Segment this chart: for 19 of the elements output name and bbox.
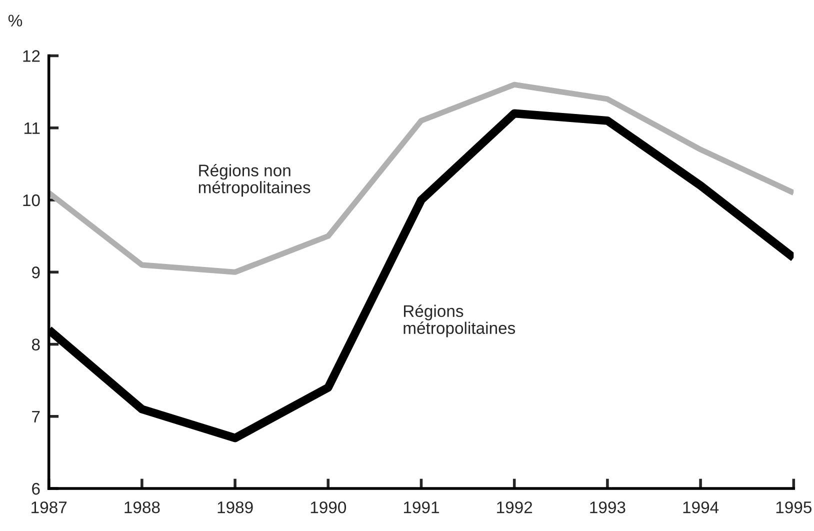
x-tick-label: 1992 (497, 501, 532, 514)
x-tick-label: 1988 (124, 501, 160, 514)
x-tick-label: 1991 (404, 501, 439, 514)
y-tick-label: 11 (24, 122, 40, 134)
y-tick-label: 7 (32, 410, 40, 422)
y-tick-label: 9 (32, 266, 40, 278)
x-tick-label: 1993 (590, 501, 626, 514)
x-tick-label: 1990 (310, 501, 346, 514)
text: Régions non métropolitaines (198, 164, 310, 197)
y-tick-label: 8 (32, 338, 40, 350)
x-tick-label: 1989 (218, 501, 253, 514)
y-axis-title: % (8, 14, 22, 26)
y-tick-label: 10 (23, 194, 40, 206)
series-label: Régions métropolitaines (404, 304, 516, 338)
y-tick-label: 6 (32, 482, 40, 495)
x-tick-label: 1987 (32, 501, 67, 514)
x-tick-label: 1994 (683, 501, 719, 514)
y-tick-label: 12 (23, 50, 40, 62)
x-tick-label: 1995 (776, 501, 812, 514)
